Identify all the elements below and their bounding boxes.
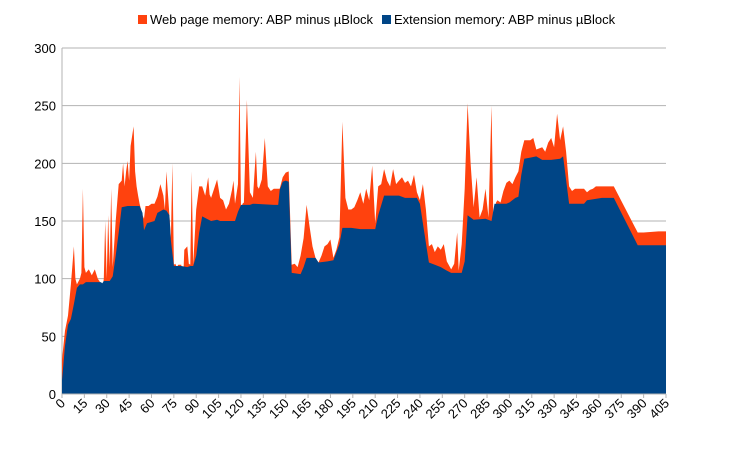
legend-item-extension-memory: Extension memory: ABP minus µBlock <box>382 12 616 27</box>
legend-item-web-page-memory: Web page memory: ABP minus µBlock <box>138 12 374 27</box>
y-tick-label-100: 100 <box>34 272 56 287</box>
legend-label-web-page-memory: Web page memory: ABP minus µBlock <box>150 12 374 27</box>
legend-label-extension-memory: Extension memory: ABP minus µBlock <box>394 12 616 27</box>
legend-swatch-web-page-memory <box>138 15 147 24</box>
y-tick-label-150: 150 <box>34 214 56 229</box>
series-layer <box>62 76 666 395</box>
series-area-extension-memory <box>62 156 666 394</box>
y-tick-label-200: 200 <box>34 156 56 171</box>
y-tick-label-0: 0 <box>49 387 56 402</box>
y-tick-labels: 0 50 100 150 200 250 300 <box>34 41 56 402</box>
y-tick-label-50: 50 <box>42 329 56 344</box>
legend: Web page memory: ABP minus µBlock Extens… <box>138 12 616 27</box>
y-tick-label-300: 300 <box>34 41 56 56</box>
y-tick-label-250: 250 <box>34 99 56 114</box>
legend-swatch-extension-memory <box>382 15 391 24</box>
